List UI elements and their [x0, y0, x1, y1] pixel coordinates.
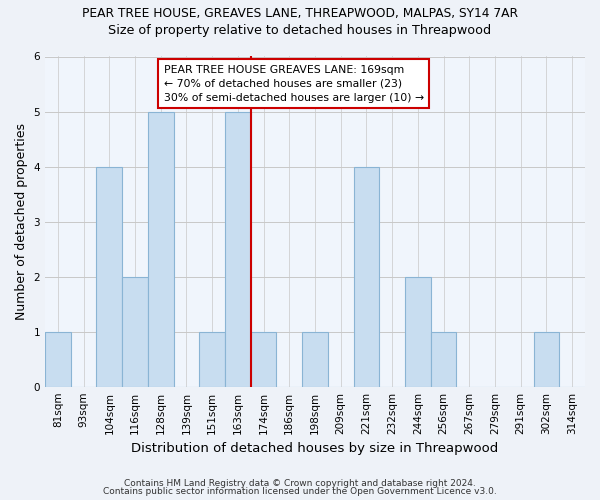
- Bar: [302, 332, 328, 386]
- Bar: [122, 276, 148, 386]
- Bar: [431, 332, 457, 386]
- Text: PEAR TREE HOUSE, GREAVES LANE, THREAPWOOD, MALPAS, SY14 7AR: PEAR TREE HOUSE, GREAVES LANE, THREAPWOO…: [82, 8, 518, 20]
- Bar: [405, 276, 431, 386]
- Bar: [353, 166, 379, 386]
- Bar: [97, 166, 122, 386]
- Y-axis label: Number of detached properties: Number of detached properties: [15, 123, 28, 320]
- Text: Contains HM Land Registry data © Crown copyright and database right 2024.: Contains HM Land Registry data © Crown c…: [124, 478, 476, 488]
- Text: PEAR TREE HOUSE GREAVES LANE: 169sqm
← 70% of detached houses are smaller (23)
3: PEAR TREE HOUSE GREAVES LANE: 169sqm ← 7…: [164, 65, 424, 103]
- Bar: [199, 332, 225, 386]
- Bar: [148, 112, 173, 386]
- Bar: [533, 332, 559, 386]
- Bar: [225, 112, 251, 386]
- X-axis label: Distribution of detached houses by size in Threapwood: Distribution of detached houses by size …: [131, 442, 499, 455]
- Text: Size of property relative to detached houses in Threapwood: Size of property relative to detached ho…: [109, 24, 491, 37]
- Bar: [45, 332, 71, 386]
- Bar: [251, 332, 277, 386]
- Text: Contains public sector information licensed under the Open Government Licence v3: Contains public sector information licen…: [103, 487, 497, 496]
